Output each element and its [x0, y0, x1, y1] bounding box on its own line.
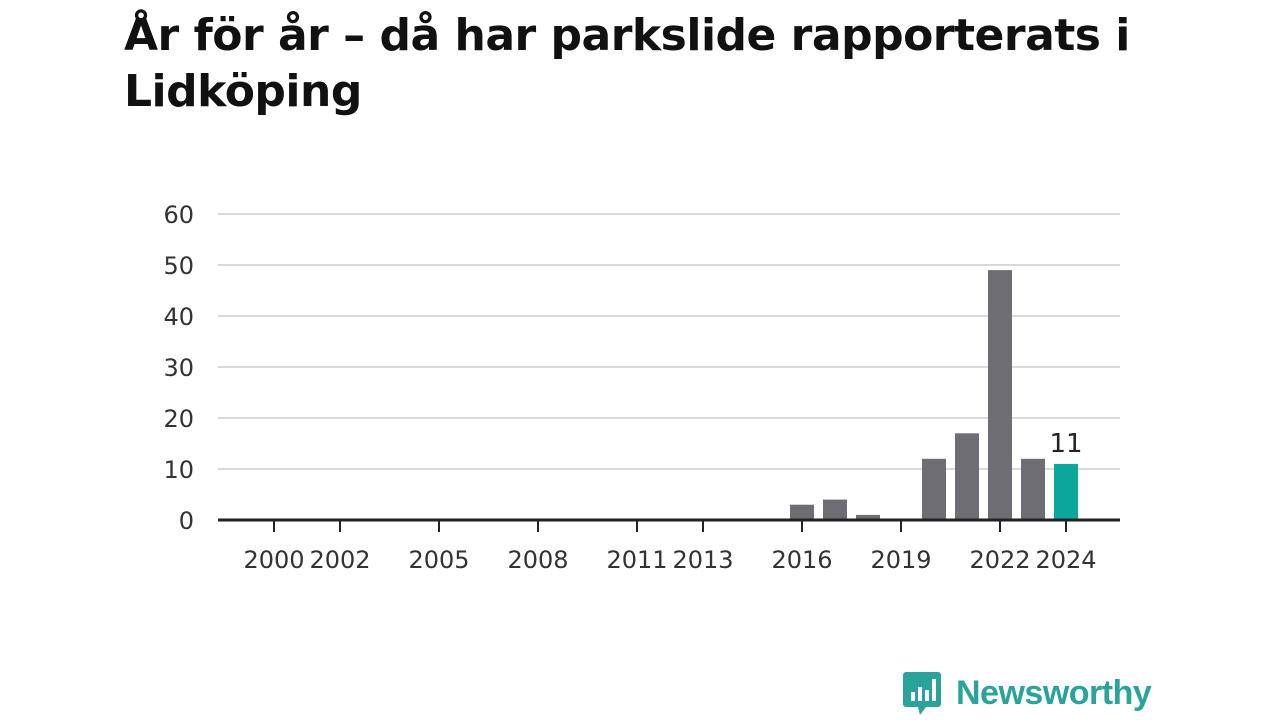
y-tick-label: 60 — [163, 201, 194, 229]
bar — [1021, 458, 1045, 520]
x-tick-label: 2024 — [1035, 546, 1096, 574]
x-tick-label: 2019 — [870, 546, 931, 574]
bar — [1054, 463, 1078, 520]
y-tick-label: 20 — [163, 405, 194, 433]
bar — [856, 514, 880, 520]
brand-name: Newsworthy — [956, 673, 1152, 712]
newsworthy-logo: Newsworthy — [902, 670, 1152, 716]
newsworthy-logo-icon — [903, 672, 941, 715]
y-tick-label: 10 — [163, 456, 194, 484]
y-tick-label: 30 — [163, 354, 194, 382]
bar — [955, 433, 979, 520]
x-tick-label: 2000 — [243, 546, 304, 574]
chart-title: År för år – då har parkslide rapporterat… — [124, 10, 1130, 117]
x-tick-label: 2022 — [969, 546, 1030, 574]
y-tick-label: 0 — [179, 507, 194, 535]
y-tick-label: 50 — [163, 252, 194, 280]
x-tick-label: 2005 — [408, 546, 469, 574]
x-tick-label: 2008 — [507, 546, 568, 574]
bar — [988, 270, 1012, 520]
data-label: 11 — [1049, 429, 1082, 459]
x-tick-label: 2002 — [309, 546, 370, 574]
y-tick-label: 40 — [163, 303, 194, 331]
x-tick-label: 2013 — [672, 546, 733, 574]
bar — [823, 499, 847, 520]
x-tick-label: 2016 — [771, 546, 832, 574]
bar — [790, 504, 814, 520]
bar — [922, 458, 946, 520]
x-tick-label: 2011 — [606, 546, 667, 574]
